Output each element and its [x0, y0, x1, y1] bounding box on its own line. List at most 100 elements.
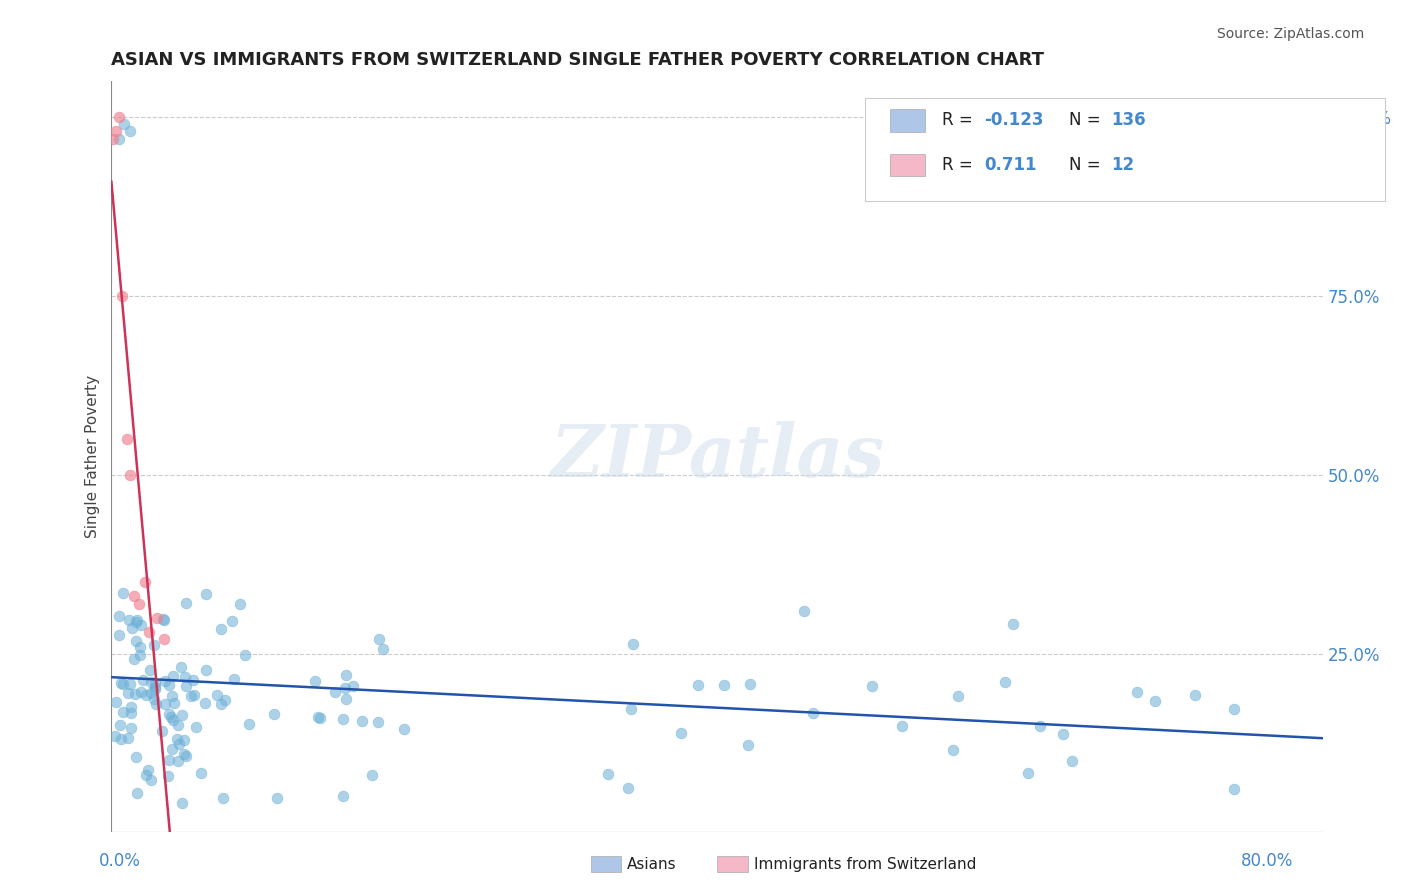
Point	[793, 604, 815, 618]
Point	[127, 613, 149, 627]
Point	[1060, 755, 1083, 769]
Point	[304, 673, 326, 688]
Point	[1017, 765, 1039, 780]
Point	[139, 686, 162, 700]
Point	[713, 678, 735, 692]
Point	[170, 660, 193, 674]
Point	[163, 696, 186, 710]
Point	[108, 718, 131, 732]
Point	[174, 670, 197, 684]
Point	[598, 767, 620, 781]
Point	[145, 676, 167, 690]
Text: N =: N =	[1069, 156, 1105, 174]
Point	[686, 678, 709, 692]
Point	[139, 772, 162, 787]
Point	[195, 586, 218, 600]
Text: 136: 136	[1111, 112, 1146, 129]
Text: -0.123: -0.123	[984, 112, 1043, 129]
Point	[176, 748, 198, 763]
Point	[942, 743, 965, 757]
Point	[738, 677, 761, 691]
Point	[118, 467, 141, 482]
Point	[120, 721, 142, 735]
Point	[122, 652, 145, 666]
Point	[1001, 617, 1024, 632]
Point	[112, 586, 135, 600]
Point	[221, 614, 243, 628]
Point	[166, 731, 188, 746]
Point	[153, 632, 176, 647]
Point	[332, 712, 354, 726]
Point	[621, 637, 644, 651]
Point	[323, 684, 346, 698]
Point	[209, 698, 232, 712]
Point	[101, 131, 124, 145]
Point	[233, 648, 256, 662]
Point	[1222, 781, 1244, 796]
Point	[617, 781, 640, 796]
Point	[150, 723, 173, 738]
Point	[860, 679, 883, 693]
Point	[139, 675, 162, 690]
Point	[307, 710, 329, 724]
Point	[172, 708, 194, 723]
Point	[173, 733, 195, 747]
Point	[361, 768, 384, 782]
Point	[167, 717, 190, 731]
Point	[138, 625, 160, 640]
Point	[222, 672, 245, 686]
Point	[143, 681, 166, 695]
Point	[131, 673, 153, 687]
Point	[104, 695, 127, 709]
Point	[128, 648, 150, 662]
Text: Asians: Asians	[627, 857, 676, 871]
Point	[110, 676, 132, 690]
Text: ZIPatlas: ZIPatlas	[550, 421, 884, 492]
Point	[238, 716, 260, 731]
Point	[153, 698, 176, 712]
Point	[173, 747, 195, 761]
Point	[367, 714, 389, 729]
Point	[124, 687, 146, 701]
Point	[157, 753, 180, 767]
Point	[111, 289, 134, 303]
Point	[176, 679, 198, 693]
Point	[160, 689, 183, 703]
Point	[108, 627, 131, 641]
Point	[214, 693, 236, 707]
Y-axis label: Single Father Poverty: Single Father Poverty	[86, 376, 100, 539]
Point	[162, 741, 184, 756]
Point	[212, 791, 235, 805]
Text: 80.0%: 80.0%	[1241, 852, 1294, 870]
Point	[152, 612, 174, 626]
Text: R =: R =	[942, 156, 979, 174]
Point	[104, 729, 127, 743]
Point	[205, 688, 228, 702]
Point	[948, 689, 970, 703]
Point	[172, 796, 194, 810]
Point	[152, 613, 174, 627]
Point	[263, 706, 285, 721]
Point	[181, 673, 204, 688]
Point	[156, 769, 179, 783]
Point	[1223, 701, 1246, 715]
Point	[143, 681, 166, 696]
Point	[157, 678, 180, 692]
Point	[266, 791, 288, 805]
Point	[112, 117, 135, 131]
Point	[143, 691, 166, 706]
Point	[1184, 688, 1206, 702]
Point	[194, 696, 217, 710]
Point	[118, 613, 141, 627]
Point	[120, 700, 142, 714]
Text: N =: N =	[1069, 112, 1105, 129]
Point	[117, 686, 139, 700]
Point	[620, 702, 643, 716]
Point	[308, 711, 330, 725]
Point	[162, 669, 184, 683]
Point	[153, 673, 176, 688]
Point	[125, 786, 148, 800]
Point	[367, 632, 389, 647]
Point	[211, 622, 233, 636]
Point	[121, 621, 143, 635]
